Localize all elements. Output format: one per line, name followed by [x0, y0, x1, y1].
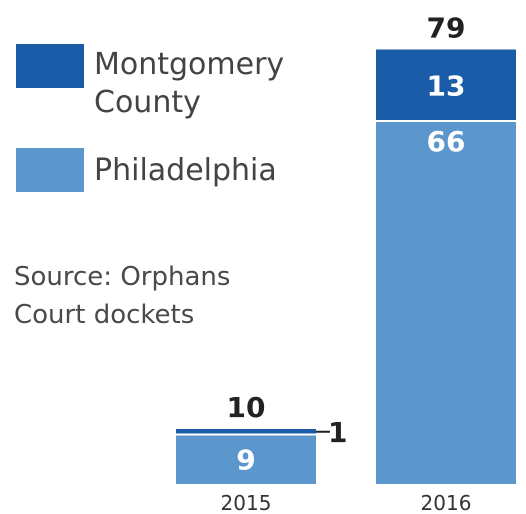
- x-tick-label-2016: 2016: [421, 491, 472, 514]
- legend-label-philadelphia-line1: Philadelphia: [94, 153, 277, 188]
- bar-segment-2016-philadelphia: [376, 121, 516, 484]
- legend-label-montgomery-line2: County: [94, 85, 201, 120]
- legend-swatch-montgomery: [16, 44, 84, 88]
- total-label-2015: 10: [227, 391, 266, 424]
- data-label-2016-montgomery-county: 13: [427, 69, 466, 102]
- source-line1: Source: Orphans: [14, 262, 231, 292]
- legend-label-montgomery-line1: Montgomery: [94, 47, 285, 82]
- bar-segment-2016-montgomery-county: [376, 49, 516, 121]
- legend-label-montgomery: Montgomery County: [94, 46, 284, 122]
- source-line2: Court dockets: [14, 300, 195, 330]
- source-note: Source: Orphans Court dockets: [14, 258, 230, 334]
- data-label-2015-philadelphia: 9: [236, 443, 255, 476]
- total-label-2016: 79: [427, 12, 466, 45]
- legend-swatch-philadelphia: [16, 148, 84, 192]
- x-tick-label-2015: 2015: [221, 491, 272, 514]
- data-label-2015-montgomery-county: 1: [328, 416, 347, 449]
- data-label-2016-philadelphia: 66: [427, 125, 466, 158]
- bar-segment-2015-philadelphia: [176, 434, 316, 484]
- legend-label-philadelphia: Philadelphia: [94, 152, 277, 190]
- bar-segment-2015-montgomery-county: [176, 429, 316, 435]
